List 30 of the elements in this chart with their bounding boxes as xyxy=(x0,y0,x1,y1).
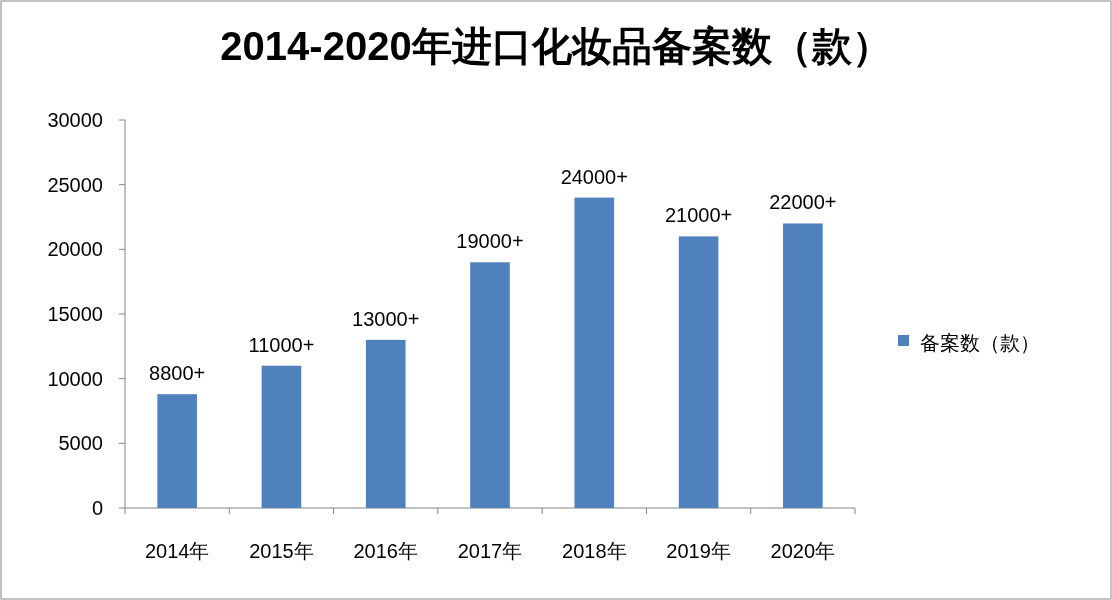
x-tick-label: 2018年 xyxy=(562,540,627,562)
bar xyxy=(574,197,615,508)
data-label: 22000+ xyxy=(769,191,837,214)
y-tick-label: 25000 xyxy=(47,173,103,196)
data-label: 24000+ xyxy=(560,165,628,188)
x-tick-label: 2016年 xyxy=(353,540,418,562)
x-tick-label: 2015年 xyxy=(249,540,314,562)
y-tick-label: 15000 xyxy=(47,303,103,325)
x-tick-label: 2017年 xyxy=(457,540,523,562)
data-label: 11000+ xyxy=(248,333,315,356)
bar xyxy=(261,365,302,508)
x-tick-label: 2014年 xyxy=(144,540,210,562)
bar xyxy=(470,262,510,508)
bar xyxy=(365,339,406,508)
y-tick-label: 5000 xyxy=(58,432,103,455)
data-label: 13000+ xyxy=(352,307,420,330)
chart-title: 2014-2020年进口化妆品备案数（款） xyxy=(220,24,892,68)
legend-label: 备案数（款） xyxy=(920,332,1040,354)
y-tick-label: 0 xyxy=(91,497,103,519)
y-tick-label: 30000 xyxy=(47,109,103,131)
x-tick-label: 2019年 xyxy=(666,540,731,562)
data-label: 21000+ xyxy=(664,204,733,227)
x-tick-label: 2020年 xyxy=(770,540,836,562)
data-label: 8800+ xyxy=(149,362,206,385)
bar xyxy=(157,394,197,508)
data-label: 19000+ xyxy=(456,230,524,253)
bar xyxy=(783,223,823,508)
bar xyxy=(678,236,719,508)
y-tick-label: 20000 xyxy=(47,238,103,261)
y-tick-label: 10000 xyxy=(47,367,103,390)
